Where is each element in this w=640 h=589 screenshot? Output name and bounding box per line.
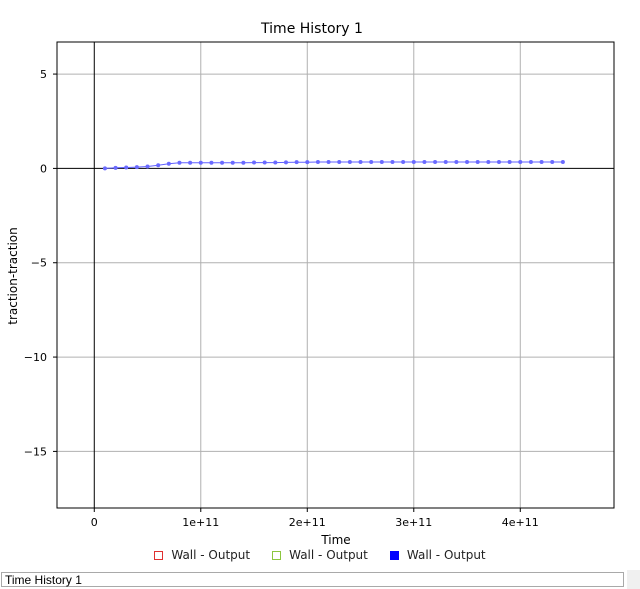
legend-swatch xyxy=(272,550,282,560)
y-tick-label: −15 xyxy=(24,445,47,458)
grid xyxy=(57,42,614,508)
data-point xyxy=(230,160,235,165)
data-point xyxy=(198,160,203,165)
legend-swatch xyxy=(154,550,164,560)
data-point xyxy=(188,160,193,165)
y-tick-label: 0 xyxy=(40,162,47,175)
legend-swatch xyxy=(389,550,399,560)
legend-item[interactable]: Wall - Output xyxy=(272,548,368,562)
data-point xyxy=(252,160,257,165)
status-bar: Time History 1 xyxy=(1,572,624,587)
legend-item[interactable]: Wall - Output xyxy=(154,548,250,562)
x-tick-label: 4e+11 xyxy=(502,516,539,529)
x-tick-label: 3e+11 xyxy=(395,516,432,529)
data-point xyxy=(518,159,523,164)
chart-title: Time History 1 xyxy=(260,21,363,37)
series-line xyxy=(104,161,563,169)
data-point xyxy=(102,166,107,171)
data-point xyxy=(177,160,182,165)
data-point xyxy=(528,159,533,164)
y-axis-label: traction-traction xyxy=(6,227,20,324)
data-point xyxy=(507,159,512,164)
data-point xyxy=(358,159,363,164)
data-point xyxy=(337,159,342,164)
data-point xyxy=(496,159,501,164)
data-point xyxy=(539,159,544,164)
data-point xyxy=(326,159,331,164)
data-point xyxy=(156,163,161,168)
data-point xyxy=(145,164,150,169)
data-point xyxy=(283,160,288,165)
data-point xyxy=(443,159,448,164)
data-point xyxy=(465,159,470,164)
plot-frame xyxy=(56,41,615,509)
zero-axes xyxy=(57,42,614,508)
x-tick-label: 1e+11 xyxy=(182,516,219,529)
data-point xyxy=(315,159,320,164)
data-point xyxy=(241,160,246,165)
data-point xyxy=(134,165,139,170)
chart: 0 1e+11 2e+11 3e+11 4e+11 5 0 −5 −10 −15 Time His… xyxy=(6,21,615,545)
data-point xyxy=(475,159,480,164)
data-point xyxy=(209,160,214,165)
data-point xyxy=(550,159,555,164)
status-bar-text: Time History 1 xyxy=(5,573,82,587)
data-point xyxy=(294,160,299,165)
data-point xyxy=(166,161,171,166)
y-tick-label: −10 xyxy=(24,351,47,364)
data-point xyxy=(390,159,395,164)
x-tick-label: 0 xyxy=(91,516,98,529)
data-point xyxy=(411,159,416,164)
data-point xyxy=(347,159,352,164)
data-point xyxy=(422,159,427,164)
data-point xyxy=(262,160,267,165)
y-tick-label: 5 xyxy=(40,68,47,81)
tick-labels: 0 1e+11 2e+11 3e+11 4e+11 5 0 −5 −10 −15 xyxy=(24,68,539,529)
data-point xyxy=(401,159,406,164)
y-tick-label: −5 xyxy=(31,257,47,270)
data-point xyxy=(379,159,384,164)
legend-label: Wall - Output xyxy=(406,548,486,562)
x-tick-label: 2e+11 xyxy=(289,516,326,529)
legend-item[interactable]: Wall - Output xyxy=(389,548,486,562)
data-point xyxy=(273,160,278,165)
data-point xyxy=(305,160,310,165)
data-point xyxy=(220,160,225,165)
data-point xyxy=(113,165,118,170)
data-point xyxy=(560,159,565,164)
data-point xyxy=(433,159,438,164)
data-point xyxy=(486,159,491,164)
data-point xyxy=(454,159,459,164)
x-axis-label: Time xyxy=(320,533,350,545)
data-point xyxy=(124,165,129,170)
legend-label: Wall - Output xyxy=(171,548,251,562)
data-point xyxy=(369,159,374,164)
legend-label: Wall - Output xyxy=(289,548,368,562)
legend: Wall - Output Wall - Output Wall - Output xyxy=(0,545,640,565)
window-gutter xyxy=(627,570,640,589)
series-layer xyxy=(102,159,565,171)
